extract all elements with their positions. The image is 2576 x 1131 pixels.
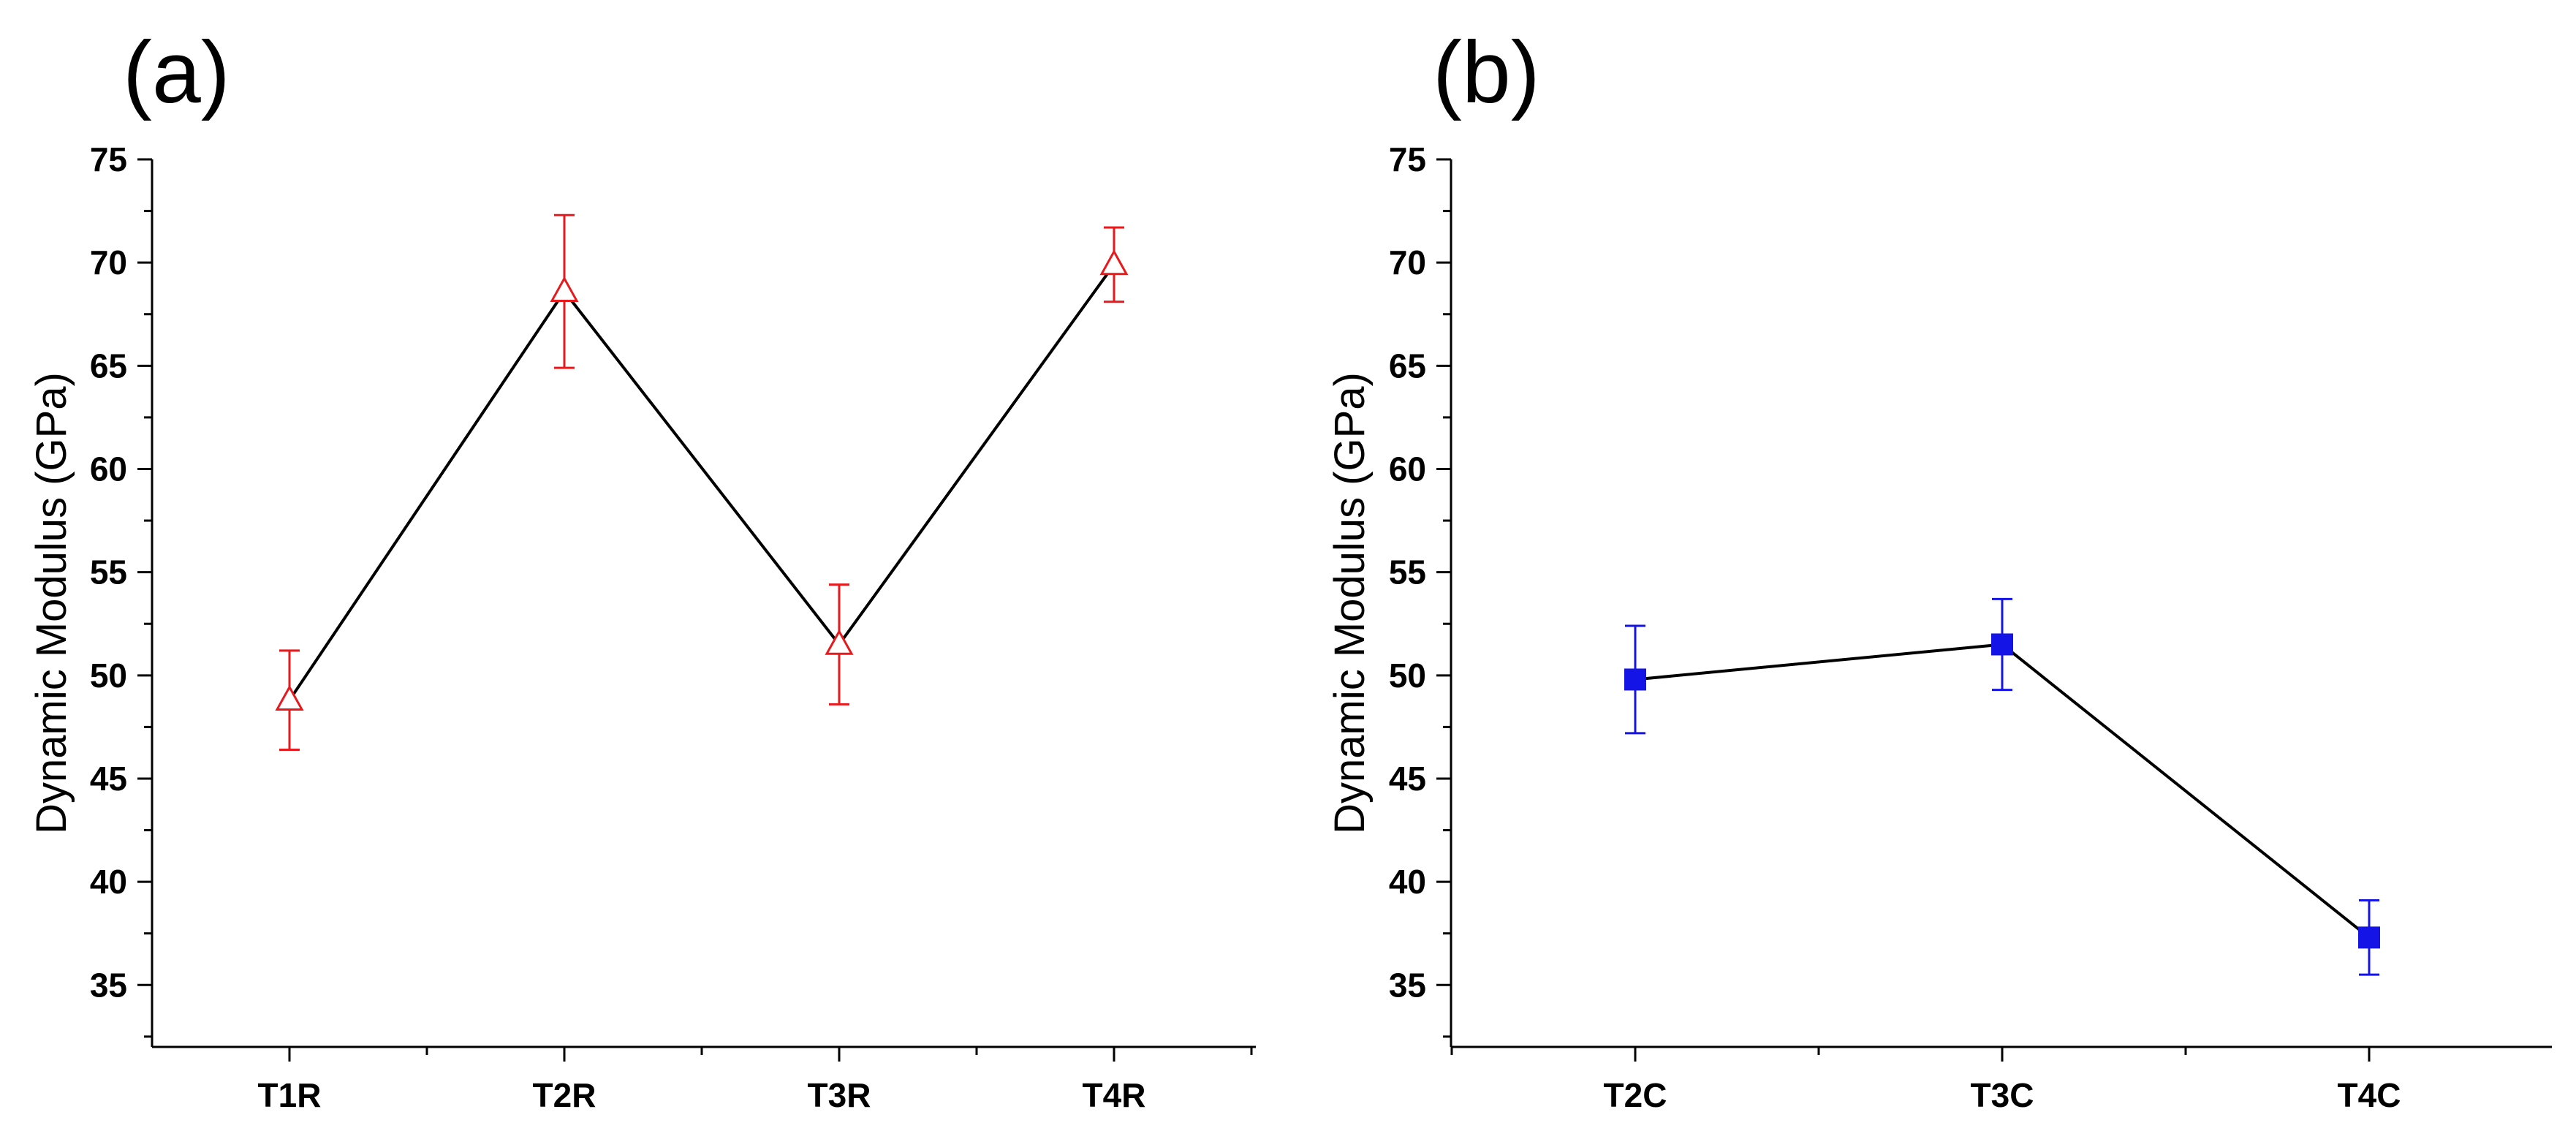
panel-label: (a) (123, 23, 230, 121)
y-tick-label: 70 (1389, 243, 1426, 281)
y-axis-title: Dynamic Modulus (GPa) (28, 372, 75, 834)
x-tick-label: T4R (1083, 1076, 1146, 1114)
chart-panel-1: (a) 35 40 45 50 55 60 65 70 75 Dynamic Modulus (GP… (28, 23, 1256, 1114)
y-tick-label: 40 (1389, 863, 1426, 901)
data-point-marker (1099, 249, 1129, 276)
y-tick-label: 75 (90, 140, 127, 178)
y-tick-label: 60 (1389, 450, 1426, 488)
y-tick-label: 35 (1389, 966, 1426, 1004)
y-tick-label: 40 (90, 863, 127, 901)
data-point-marker (275, 684, 304, 711)
series-line (288, 263, 1115, 701)
data-point-marker (825, 629, 854, 655)
y-tick-label: 35 (90, 966, 127, 1004)
x-tick-label: T2C (1604, 1076, 1667, 1114)
y-tick-label: 50 (90, 657, 127, 695)
y-tick-label: 75 (1389, 140, 1426, 178)
x-tick-label: T3C (1971, 1076, 2034, 1114)
data-point-marker (2358, 926, 2380, 949)
data-point-marker (1624, 668, 1646, 691)
data-point-marker (550, 276, 579, 302)
data-point-marker (1991, 633, 2013, 656)
x-tick-label: T2R (533, 1076, 596, 1114)
y-tick-label: 65 (90, 347, 127, 385)
x-tick-label: T1R (258, 1076, 322, 1114)
y-tick-label: 55 (1389, 553, 1426, 591)
x-tick-label: T4C (2338, 1076, 2401, 1114)
y-tick-label: 45 (90, 760, 127, 798)
y-tick-label: 70 (90, 243, 127, 281)
y-tick-label: 45 (1389, 760, 1426, 798)
chart-panel-2: (b) 35 40 45 50 55 60 65 70 75 Dynamic Modulus (GP… (1326, 23, 2552, 1114)
x-tick-label: T3R (808, 1076, 871, 1114)
y-tick-label: 65 (1389, 347, 1426, 385)
y-tick-label: 60 (90, 450, 127, 488)
panel-label: (b) (1433, 23, 1540, 121)
y-tick-label: 50 (1389, 657, 1426, 695)
y-tick-label: 55 (90, 553, 127, 591)
y-axis-title: Dynamic Modulus (GPa) (1326, 372, 1374, 834)
